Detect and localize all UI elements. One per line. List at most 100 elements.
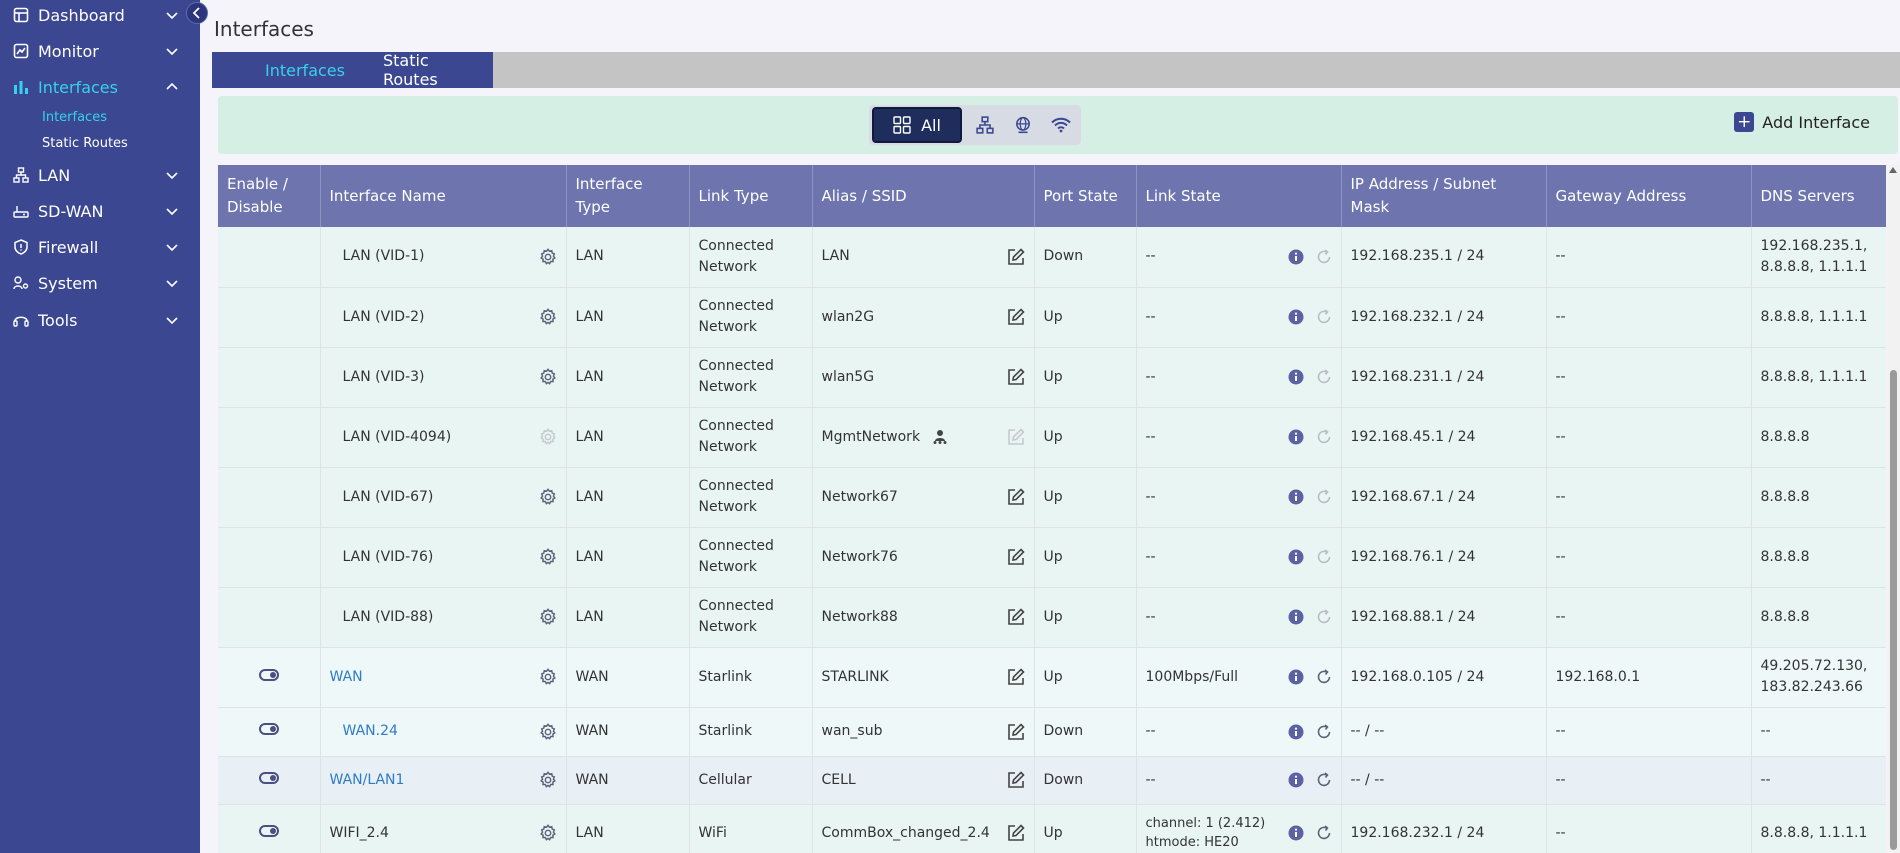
refresh-icon[interactable] — [1316, 772, 1332, 788]
sidebar-item-lan[interactable]: LAN — [0, 160, 200, 190]
table-row: WAN WAN Starlink STARLINK Up 100Mbps/Ful… — [218, 647, 1886, 708]
column-header: DNS Servers — [1751, 165, 1886, 227]
enable-toggle[interactable] — [258, 824, 279, 837]
ip-address-cell: 192.168.45.1 / 24 — [1341, 407, 1547, 468]
interface-type-cell: LAN — [566, 407, 690, 468]
info-icon[interactable] — [1288, 249, 1304, 265]
dns-cell: -- — [1751, 756, 1886, 805]
interface-name: LAN (VID-67) — [342, 488, 434, 505]
filter-wifi-button[interactable] — [1049, 113, 1073, 137]
link-state-text: -- — [1145, 608, 1156, 625]
sidebar-collapse-button[interactable] — [186, 2, 208, 24]
sidebar-item-monitor[interactable]: Monitor — [0, 36, 200, 66]
sidebar-item-sdwan[interactable]: SD-WAN — [0, 196, 200, 226]
add-interface-button[interactable]: + Add Interface — [1734, 112, 1870, 132]
gear-icon[interactable] — [539, 368, 557, 386]
gear-icon[interactable] — [539, 668, 557, 686]
scroll-thumb[interactable] — [1890, 370, 1897, 850]
sidebar: Dashboard Monitor Interfaces Interfaces … — [0, 0, 200, 853]
sidebar-subitem-interfaces[interactable]: Interfaces — [42, 110, 107, 125]
refresh-icon[interactable] — [1316, 825, 1332, 841]
refresh-icon[interactable] — [1316, 669, 1332, 685]
gear-icon[interactable] — [539, 608, 557, 626]
dns-cell: -- — [1751, 707, 1886, 757]
gear-icon[interactable] — [539, 722, 557, 741]
enable-toggle-cell — [218, 407, 321, 468]
info-icon[interactable] — [1288, 369, 1304, 385]
gear-icon[interactable] — [539, 247, 557, 266]
filter-lan-button[interactable] — [973, 113, 997, 137]
alias-cell: wan_sub — [812, 707, 1035, 757]
dns-cell: 8.8.8.8 — [1751, 587, 1886, 648]
interface-type-cell: WAN — [566, 707, 690, 757]
edit-icon[interactable] — [1007, 608, 1025, 626]
edit-icon[interactable] — [1007, 722, 1025, 741]
link-state-text: -- — [1145, 428, 1156, 445]
edit-icon[interactable] — [1007, 824, 1025, 842]
info-icon[interactable] — [1288, 429, 1304, 445]
info-icon[interactable] — [1288, 825, 1304, 841]
tab-static-routes[interactable]: Static Routes — [382, 51, 438, 89]
edit-icon[interactable] — [1007, 548, 1025, 566]
gateway-cell: -- — [1546, 527, 1752, 588]
dns-cell: 8.8.8.8 — [1751, 527, 1886, 588]
add-interface-label: Add Interface — [1762, 112, 1870, 132]
link-state-text: -- — [1145, 548, 1156, 565]
sidebar-item-label: LAN — [38, 165, 71, 185]
gateway-cell: -- — [1546, 467, 1752, 528]
refresh-icon[interactable] — [1316, 723, 1332, 740]
interface-name-cell: LAN (VID-2) — [320, 287, 567, 348]
info-icon[interactable] — [1288, 609, 1304, 625]
gear-icon[interactable] — [539, 548, 557, 566]
interface-name[interactable]: WAN.24 — [342, 723, 398, 739]
gear-icon[interactable] — [539, 488, 557, 506]
interface-name[interactable]: WAN — [329, 668, 363, 685]
chevron-left-icon — [192, 7, 200, 19]
link-state-cell: -- — [1136, 347, 1342, 408]
sidebar-subitem-static-routes[interactable]: Static Routes — [42, 136, 128, 151]
link-type-cell: WiFi — [689, 804, 813, 853]
info-icon[interactable] — [1288, 489, 1304, 505]
info-icon[interactable] — [1288, 724, 1304, 740]
info-icon[interactable] — [1288, 309, 1304, 325]
interface-name: LAN (VID-76) — [342, 548, 434, 565]
enable-toggle[interactable] — [258, 668, 279, 681]
edit-icon[interactable] — [1007, 771, 1025, 789]
interface-name-cell: WAN/LAN1 — [320, 756, 567, 805]
grid-icon — [893, 116, 911, 134]
enable-toggle-cell — [218, 527, 321, 588]
sidebar-item-interfaces[interactable]: Interfaces — [0, 72, 200, 102]
filter-all-button[interactable]: All — [872, 107, 962, 143]
info-icon[interactable] — [1288, 549, 1304, 565]
edit-icon[interactable] — [1007, 488, 1025, 506]
sidebar-item-system[interactable]: System — [0, 268, 200, 298]
interface-name: LAN (VID-3) — [342, 368, 425, 385]
filter-wan-button[interactable] — [1011, 113, 1035, 137]
enable-toggle[interactable] — [258, 723, 279, 735]
link-type-cell: Starlink — [689, 647, 813, 708]
edit-icon[interactable] — [1007, 368, 1025, 386]
sidebar-item-dashboard[interactable]: Dashboard — [0, 0, 200, 30]
info-icon[interactable] — [1288, 772, 1304, 788]
scroll-up-arrow[interactable] — [1889, 167, 1897, 173]
enable-toggle[interactable] — [258, 771, 279, 784]
sidebar-item-tools[interactable]: Tools — [0, 305, 200, 335]
gear-icon[interactable] — [539, 824, 557, 842]
dashboard-icon — [12, 6, 30, 24]
refresh-icon — [1316, 489, 1332, 505]
link-state-cell: -- — [1136, 587, 1342, 648]
chevron-down-icon — [164, 167, 180, 183]
column-header: Port State — [1034, 165, 1137, 227]
edit-icon[interactable] — [1007, 248, 1025, 266]
edit-icon[interactable] — [1007, 668, 1025, 686]
tab-interfaces[interactable]: Interfaces — [265, 60, 345, 80]
edit-icon[interactable] — [1007, 308, 1025, 326]
table-scrollbar[interactable] — [1887, 165, 1900, 853]
gear-icon[interactable] — [539, 308, 557, 326]
gear-icon[interactable] — [539, 771, 557, 789]
info-icon[interactable] — [1288, 669, 1304, 685]
interface-name-cell: WAN — [320, 647, 567, 708]
interface-name[interactable]: WAN/LAN1 — [329, 771, 405, 788]
sidebar-item-firewall[interactable]: Firewall — [0, 232, 200, 262]
filter-group: All — [869, 105, 1081, 145]
